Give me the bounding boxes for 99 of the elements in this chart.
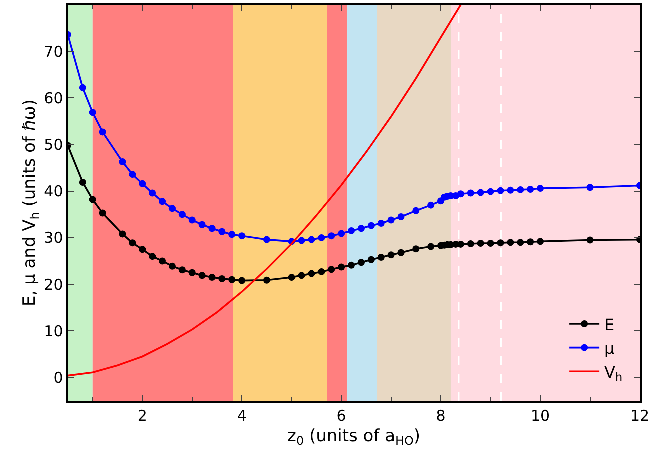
- point: [328, 232, 336, 240]
- y-tick-label: 10: [44, 322, 64, 340]
- point: [527, 186, 534, 193]
- point: [288, 274, 296, 282]
- x-tick-label: 6: [336, 406, 346, 425]
- point: [79, 84, 86, 92]
- point: [378, 220, 385, 227]
- point: [159, 258, 166, 265]
- point: [338, 264, 346, 271]
- point: [368, 222, 375, 230]
- point: [79, 179, 86, 186]
- point: [467, 240, 474, 248]
- point: [129, 240, 136, 247]
- point: [586, 184, 594, 192]
- point: [198, 221, 206, 228]
- point: [517, 186, 524, 194]
- point: [398, 213, 405, 220]
- point: [318, 234, 326, 242]
- point: [388, 216, 395, 224]
- point: [318, 268, 326, 276]
- point: [507, 239, 514, 246]
- point: [228, 276, 236, 284]
- point: [467, 190, 474, 197]
- point: [198, 272, 206, 280]
- point: [368, 256, 375, 264]
- point: [139, 246, 146, 254]
- x-tick-label: 12: [630, 406, 650, 425]
- y-tick-label: 50: [44, 136, 64, 154]
- y-tick-label: 20: [44, 276, 64, 294]
- x-tick-label: 2: [138, 406, 148, 425]
- point: [412, 207, 420, 214]
- point: [487, 188, 494, 196]
- point: [188, 216, 196, 224]
- point: [99, 210, 106, 217]
- y-tick-label: 30: [44, 229, 64, 248]
- point: [263, 236, 270, 244]
- point: [308, 236, 316, 244]
- legend-label: E: [604, 315, 615, 334]
- point: [298, 272, 306, 280]
- y-tick-label: 70: [44, 42, 64, 61]
- point: [328, 266, 336, 274]
- point: [586, 236, 594, 244]
- point: [238, 277, 246, 284]
- point: [228, 231, 236, 238]
- point: [348, 227, 356, 234]
- point: [188, 269, 196, 276]
- point: [218, 275, 226, 282]
- point: [168, 205, 176, 212]
- point: [308, 270, 316, 278]
- point: [89, 109, 96, 116]
- x-tick-label: 8: [436, 406, 446, 425]
- point: [178, 266, 186, 274]
- point: [99, 128, 106, 136]
- point: [537, 238, 544, 246]
- point: [388, 252, 395, 259]
- point: [238, 232, 246, 240]
- point: [89, 196, 96, 204]
- point: [129, 171, 136, 178]
- point: [139, 180, 146, 188]
- point: [119, 230, 126, 238]
- point: [527, 238, 534, 246]
- point: [178, 211, 186, 218]
- point: [517, 239, 524, 246]
- point: [358, 225, 365, 232]
- point: [507, 186, 514, 194]
- point: [149, 253, 156, 260]
- point: [208, 274, 216, 282]
- point: [477, 240, 484, 248]
- point: [428, 243, 435, 250]
- point: [168, 262, 176, 270]
- point: [497, 187, 504, 194]
- y-tick-label: 60: [44, 89, 64, 108]
- x-tick-label: 10: [530, 406, 550, 425]
- point: [159, 198, 166, 206]
- y-tick-label: 0: [54, 368, 64, 387]
- point: [487, 240, 494, 248]
- point: [348, 262, 356, 269]
- point: [497, 240, 504, 247]
- point: [208, 225, 216, 232]
- point: [298, 237, 306, 244]
- point: [477, 189, 484, 196]
- point: [398, 249, 405, 256]
- point: [218, 228, 226, 236]
- point: [428, 202, 435, 209]
- point: [263, 276, 270, 284]
- y-tick-label: 40: [44, 182, 64, 201]
- point: [358, 259, 365, 266]
- point: [149, 190, 156, 197]
- legend-label: V$_{h}$: [604, 362, 623, 384]
- point: [537, 185, 544, 192]
- legend-label: μ: [604, 339, 615, 358]
- line-series: [68, 5, 462, 377]
- point: [412, 246, 420, 253]
- point: [338, 230, 346, 238]
- point: [119, 158, 126, 166]
- point: [457, 190, 464, 198]
- x-tick-label: 4: [237, 406, 247, 425]
- point: [378, 254, 385, 262]
- x-axis-title: z$_{0}$ (units of a$_{HO}$): [288, 426, 420, 448]
